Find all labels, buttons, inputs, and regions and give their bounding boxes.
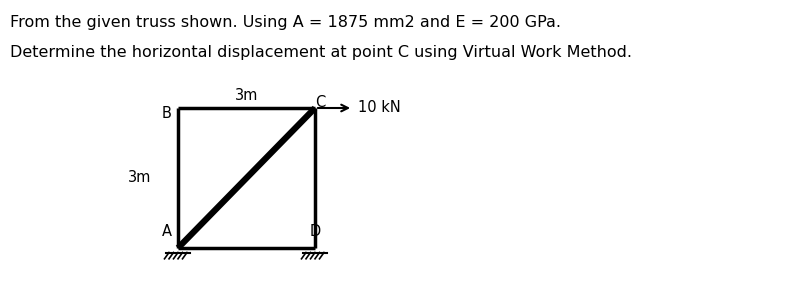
Text: C: C	[316, 95, 325, 110]
Text: D: D	[309, 224, 320, 239]
Text: Determine the horizontal displacement at point C using Virtual Work Method.: Determine the horizontal displacement at…	[10, 45, 632, 60]
Text: 3m: 3m	[235, 89, 258, 103]
Text: From the given truss shown. Using A = 1875 mm2 and E = 200 GPa.: From the given truss shown. Using A = 18…	[10, 15, 561, 30]
Text: B: B	[162, 106, 172, 121]
Text: A: A	[162, 224, 172, 239]
Text: 3m: 3m	[128, 170, 151, 186]
Text: 10 kN: 10 kN	[358, 99, 401, 115]
